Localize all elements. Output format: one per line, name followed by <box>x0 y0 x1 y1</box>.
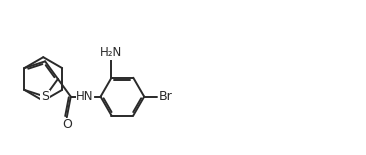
Text: H₂N: H₂N <box>100 46 123 59</box>
Text: Br: Br <box>158 90 172 103</box>
Text: O: O <box>62 118 72 131</box>
Text: S: S <box>41 90 49 103</box>
Text: HN: HN <box>76 90 94 103</box>
